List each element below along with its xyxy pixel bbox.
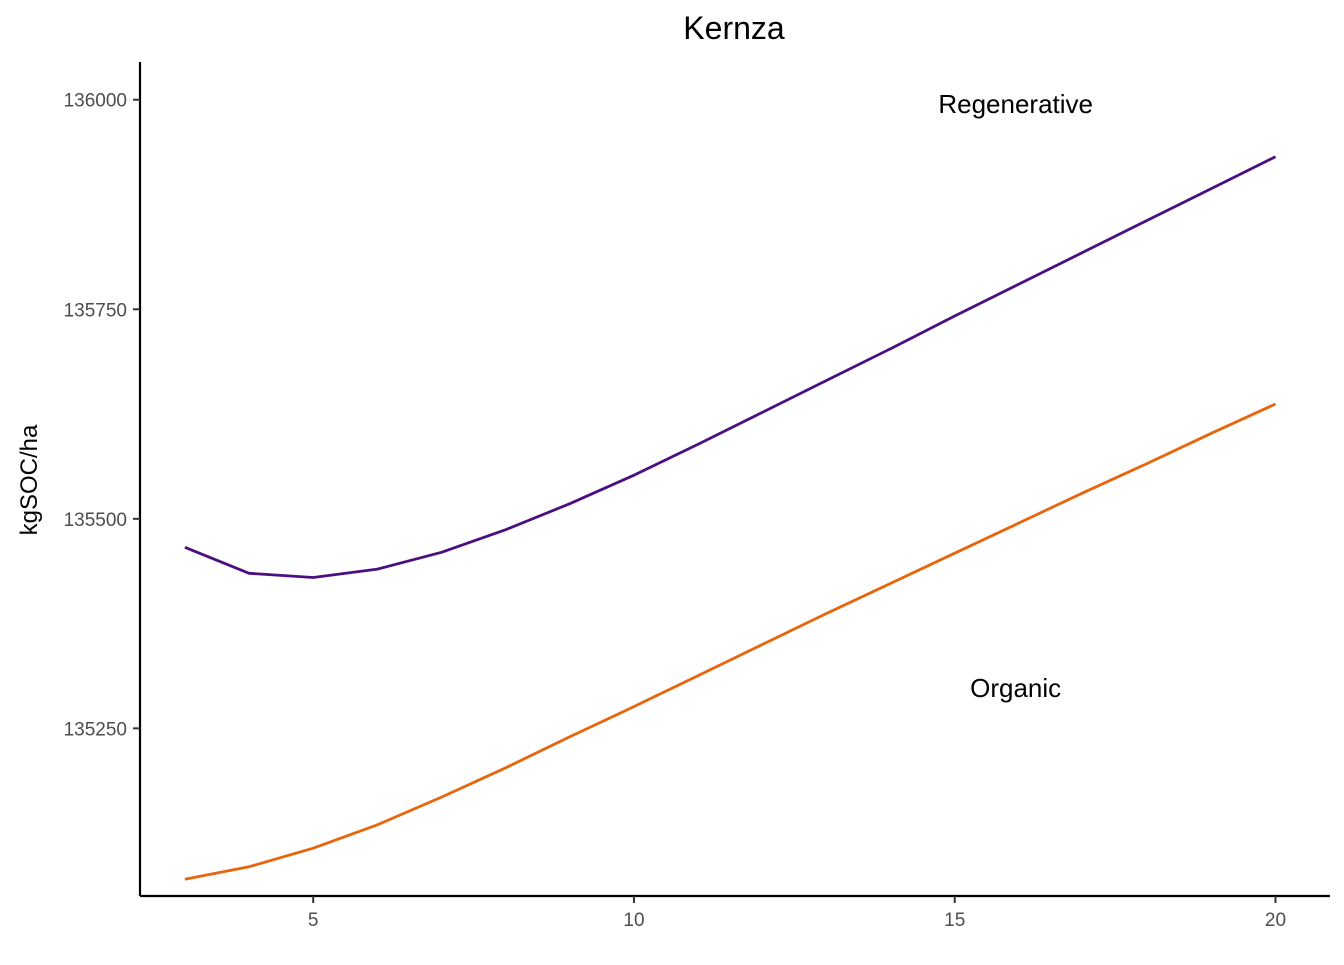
chart-title: Kernza [683, 10, 785, 46]
annotation-organic: Organic [970, 673, 1061, 703]
series-line-regenerative [184, 155, 1277, 579]
y-tick-label: 135750 [64, 300, 127, 321]
annotation-regenerative: Regenerative [938, 89, 1093, 119]
x-tick-label: 5 [308, 910, 319, 931]
y-axis-label: kgSOC/ha [16, 424, 43, 535]
y-tick-label: 135500 [64, 510, 127, 531]
x-tick-label: 20 [1265, 910, 1286, 931]
x-tick-label: 15 [944, 910, 965, 931]
y-tick-label: 135250 [64, 719, 127, 740]
y-tick-label: 136000 [64, 91, 127, 112]
series-line-organic [184, 402, 1277, 881]
x-tick-label: 10 [623, 910, 644, 931]
plot-area: 135250 135500 135750 136000 5 10 15 20 Regenerat… [64, 62, 1330, 931]
